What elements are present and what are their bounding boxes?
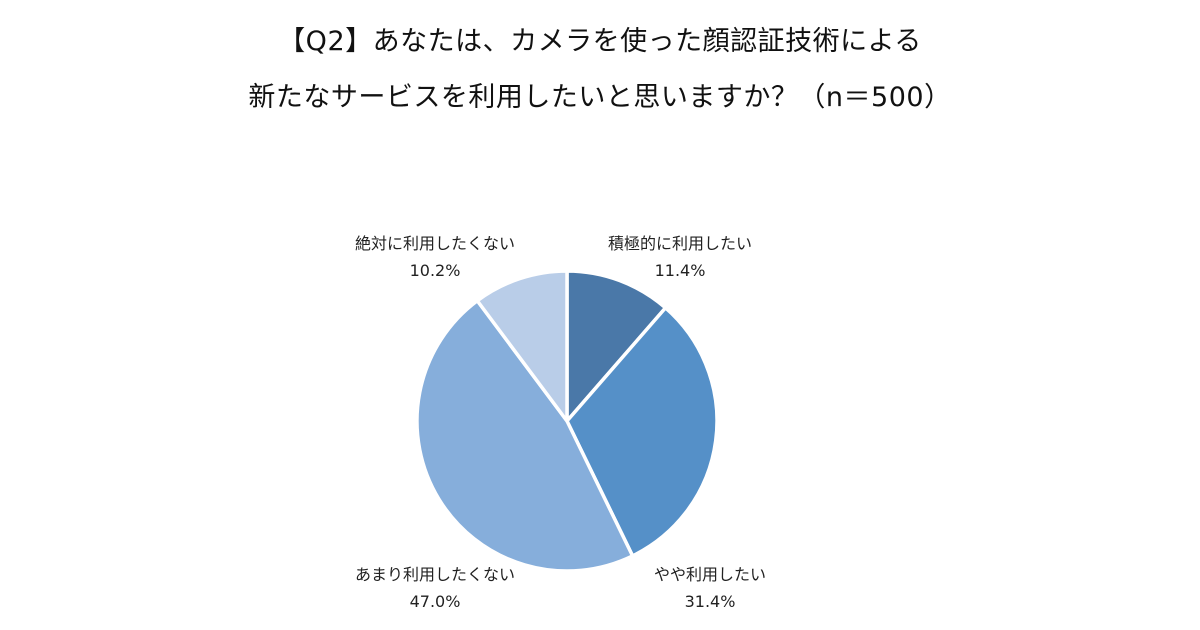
pie-slice — [415, 299, 635, 573]
pie-slice — [565, 269, 668, 423]
slice-value-label: 10.2% — [410, 261, 461, 280]
slice-value-label: 47.0% — [410, 592, 461, 611]
chart-title-line-1: 【Q2】あなたは、カメラを使った顔認証技術による — [278, 26, 922, 57]
chart-title-line-2: 新たなサービスを利用したいと思いますか？（n＝500） — [248, 82, 952, 113]
slice-category-label: 絶対に利用したくない — [355, 234, 515, 253]
slice-category-label: やや利用したい — [654, 565, 766, 584]
pie-slice — [475, 269, 569, 423]
pie-slice — [565, 306, 719, 558]
slice-value-label: 31.4% — [685, 592, 736, 611]
slice-category-label: あまり利用したくない — [355, 565, 515, 584]
chart-title: 【Q2】あなたは、カメラを使った顔認証技術による 新たなサービスを利用したいと思… — [0, 14, 1200, 126]
slice-value-label: 11.4% — [655, 261, 706, 280]
pie-labels: 積極的に利用したい 11.4% やや利用したい 31.4% あまり利用したくない 47.0… — [355, 234, 766, 611]
slice-category-label: 積極的に利用したい — [608, 234, 752, 253]
pie-slices — [415, 269, 719, 573]
